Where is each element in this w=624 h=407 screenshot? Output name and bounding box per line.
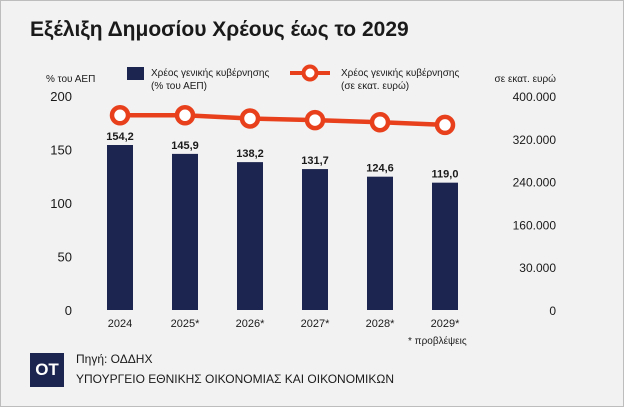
series-line (120, 113, 446, 128)
x-tick-label: 2028* (366, 318, 395, 330)
right-axis-unit-label: σε εκατ. ευρώ (495, 73, 557, 85)
bar-value-label: 138,2 (236, 148, 264, 160)
right-tick-label: 240.000 (513, 176, 557, 190)
bar (367, 176, 393, 310)
line-series (109, 105, 456, 136)
bar-value-label: 124,6 (366, 163, 394, 175)
x-axis: 2024 2025* 2026* 2027* 2028* 2029* (108, 318, 460, 330)
legend-bar-line1: Χρέος γενικής κυβέρνησης (151, 67, 269, 79)
right-tick-label: 400.000 (513, 90, 557, 104)
left-tick-label: 200 (50, 89, 72, 104)
right-tick-label: 320.000 (513, 133, 557, 147)
bar (302, 169, 328, 310)
bar-value-label: 119,0 (432, 169, 459, 181)
legend-line-marker (301, 64, 319, 82)
bar (172, 153, 198, 310)
bar-value-label: 145,9 (171, 140, 199, 152)
right-tick-label: 160.000 (513, 218, 557, 232)
line-point (109, 105, 131, 126)
x-tick-label: 2025* (171, 318, 200, 330)
line-point (239, 108, 261, 129)
bar-value-labels: 154,2 145,9 138,2 131,7 124,6 119,0 (106, 131, 458, 181)
x-tick-label: 2027* (301, 318, 330, 330)
line-point (369, 111, 391, 133)
bar-series (107, 145, 458, 310)
legend-bar-line2: (% του ΑΕΠ) (151, 81, 207, 92)
left-axis-unit-label: % του ΑΕΠ (46, 74, 95, 85)
bar-value-label: 154,2 (106, 131, 134, 143)
line-point (434, 114, 456, 136)
bar (432, 182, 458, 310)
footnote: * προβλέψεις (408, 335, 467, 347)
right-tick-label: 0 (549, 304, 556, 318)
left-tick-label: 100 (50, 196, 72, 211)
bar-value-label: 131,7 (301, 155, 329, 167)
legend-line-line2: (σε εκατ. ευρώ) (341, 80, 409, 92)
source-line: Πηγή: ΟΔΔΗΧ (76, 352, 153, 366)
left-axis: 0 50 100 150 200 (50, 89, 72, 318)
right-tick-label: 30.000 (519, 261, 556, 275)
legend-line-line1: Χρέος γενικής κυβέρνησης (341, 67, 459, 79)
bar (107, 145, 133, 310)
legend-bar-swatch (127, 67, 144, 80)
line-point (304, 109, 326, 131)
left-tick-label: 0 (65, 303, 72, 318)
logo: ΟΤ (30, 353, 64, 387)
right-axis: 0 30.000 160.000 240.000 320.000 400.000 (513, 90, 557, 318)
bar (237, 162, 263, 310)
x-tick-label: 2029* (431, 318, 460, 330)
line-point (174, 105, 196, 126)
left-tick-label: 50 (58, 250, 72, 265)
chart-title: Εξέλιξη Δημοσίου Χρέους έως το 2029 (30, 18, 409, 41)
x-tick-label: 2026* (236, 318, 265, 330)
left-tick-label: 150 (50, 143, 72, 158)
source-ministry: ΥΠΟΥΡΓΕΙΟ ΕΘΝΙΚΗΣ ΟΙΚΟΝΟΜΙΑΣ ΚΑΙ ΟΙΚΟΝΟΜ… (76, 372, 395, 386)
x-tick-label: 2024 (108, 318, 132, 330)
